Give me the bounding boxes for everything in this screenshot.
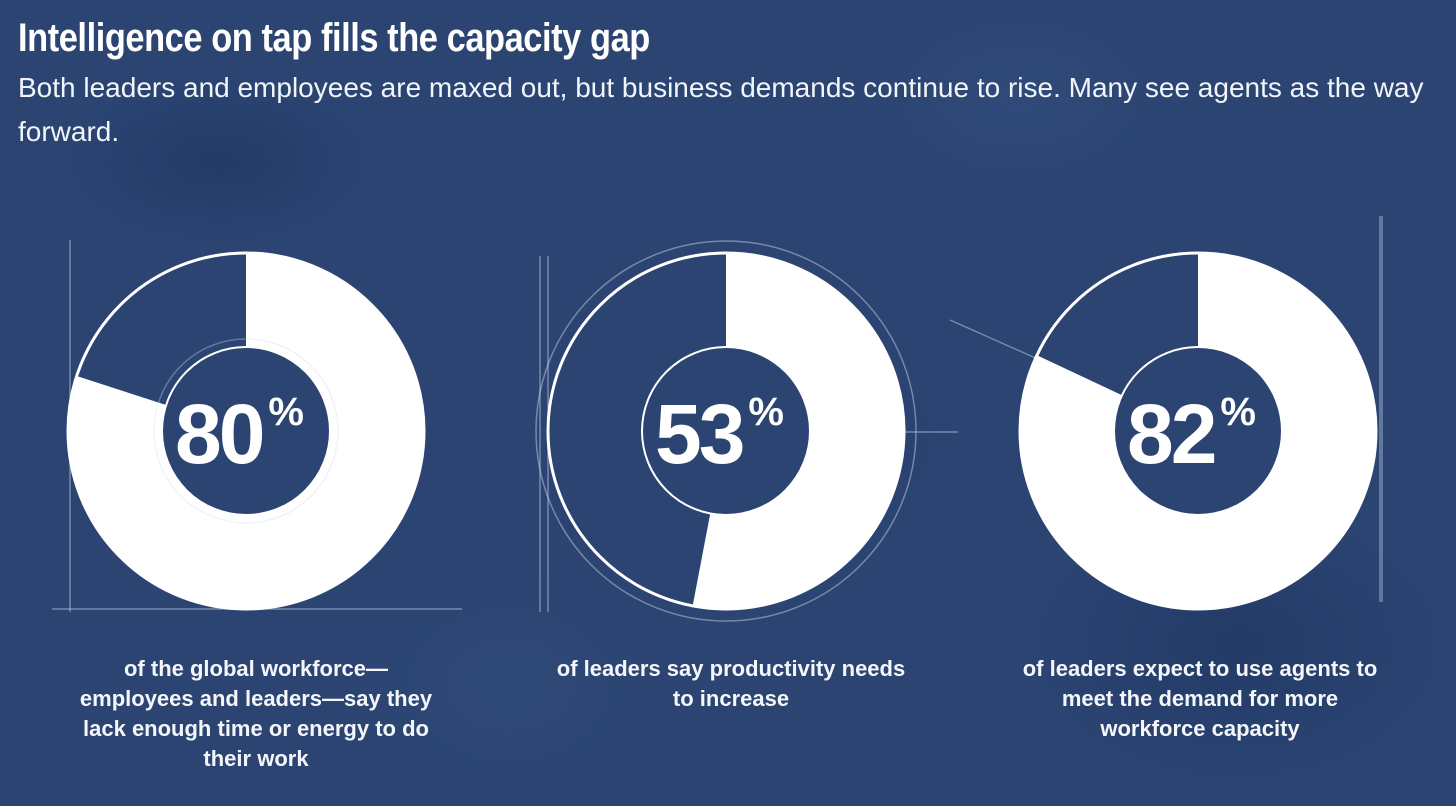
donut-chart-2: 53% [546, 251, 906, 611]
donut-hole-1 [161, 346, 331, 516]
donut-value-unit: % [748, 390, 783, 434]
donut-value-label-3: 82% [1127, 387, 1255, 481]
caption-2: of leaders say productivity needs to inc… [556, 656, 906, 711]
guide-line [949, 319, 1041, 361]
donut-value-label-2: 53% [655, 387, 783, 481]
donut-hole-2 [641, 346, 811, 516]
donut-slice-1 [68, 253, 424, 609]
donut-value-number: 82 [1127, 387, 1215, 481]
donut-chart-1: 80% [66, 251, 426, 611]
guide-circle [535, 240, 917, 622]
caption-1: of the global workforce— employees and l… [79, 656, 433, 771]
caption-3: of leaders expect to use agents to meet … [1022, 656, 1378, 741]
donut-value-number: 80 [175, 387, 263, 481]
donut-value-unit: % [268, 390, 303, 434]
donut-value-number: 53 [655, 387, 743, 481]
donut-slice-2 [692, 253, 905, 609]
donut-chart-3: 82% [1018, 251, 1378, 611]
donut-slice-3 [1019, 253, 1376, 609]
donut-value-label-1: 80% [175, 387, 303, 481]
donut-value-unit: % [1220, 390, 1255, 434]
guide-circle [153, 338, 339, 524]
donut-hole-3 [1113, 346, 1283, 516]
page-title: Intelligence on tap fills the capacity g… [18, 16, 650, 60]
page-subtitle: Both leaders and employees are maxed out… [18, 72, 1424, 147]
